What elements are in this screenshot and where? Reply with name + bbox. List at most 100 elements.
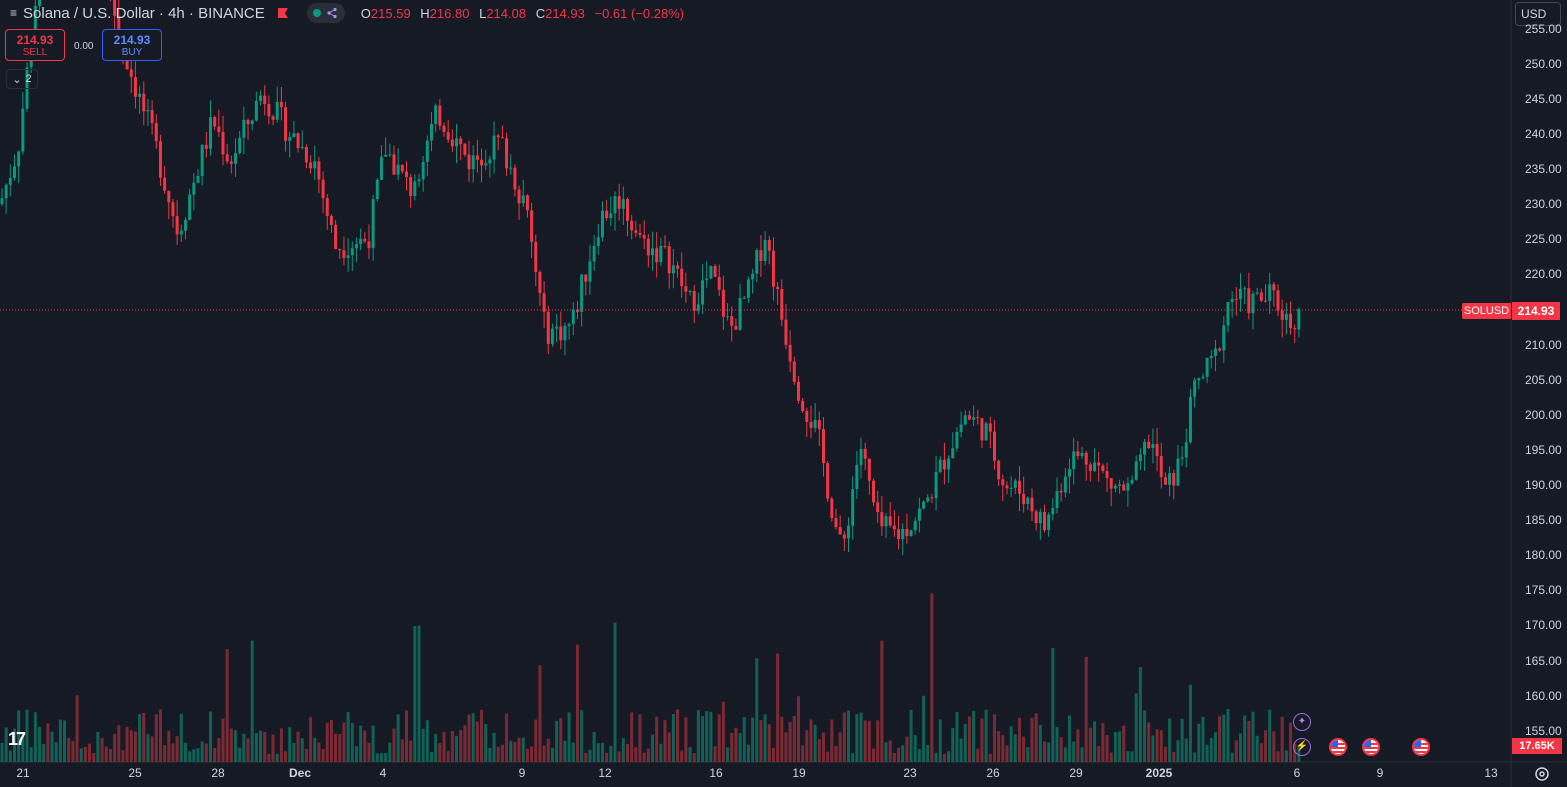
- candle-body: [867, 458, 871, 481]
- candle-body: [1072, 451, 1076, 470]
- volume-bar: [425, 720, 429, 762]
- candle-body: [213, 117, 217, 127]
- volume-bar: [246, 738, 250, 762]
- volume-bar: [980, 718, 984, 762]
- candle-body: [496, 135, 500, 138]
- gear-icon[interactable]: [1533, 765, 1551, 783]
- volume-bar: [133, 731, 137, 762]
- volume-bar: [838, 732, 842, 762]
- volume-bar: [229, 728, 233, 762]
- time-axis-label: 19: [792, 766, 806, 780]
- volume-bar: [959, 738, 963, 762]
- candle-body: [909, 530, 913, 537]
- us-flag-icon[interactable]: [1362, 738, 1380, 756]
- candle-body: [488, 159, 492, 164]
- candle-body: [309, 162, 313, 169]
- volume-bar: [546, 738, 550, 762]
- volume-bar: [46, 723, 50, 762]
- volume-bar: [33, 712, 37, 762]
- us-flag-icon[interactable]: [1329, 738, 1347, 756]
- price-axis-label: 195.00: [1525, 442, 1562, 457]
- candle-body: [638, 232, 642, 235]
- candle-body: [113, 0, 117, 16]
- close-value: 214.93: [545, 5, 585, 21]
- price-axis-label: 255.00: [1525, 21, 1562, 36]
- candle-body: [375, 179, 379, 200]
- candle-body: [863, 448, 867, 459]
- candle-body: [346, 255, 350, 258]
- buy-button[interactable]: 214.93 BUY: [102, 29, 162, 61]
- volume-bar: [596, 743, 600, 762]
- sell-button[interactable]: 214.93 SELL: [5, 29, 65, 61]
- candle-body: [463, 144, 467, 155]
- volume-bar: [484, 724, 488, 762]
- volume-bar: [1151, 735, 1155, 762]
- volume-bar: [1213, 732, 1217, 762]
- candle-body: [955, 431, 959, 449]
- candle-body: [338, 249, 342, 251]
- candle-body: [780, 289, 784, 320]
- candle-body: [238, 137, 242, 154]
- volume-bar: [321, 749, 325, 762]
- candle-body: [17, 151, 21, 167]
- volume-bar: [917, 748, 921, 762]
- candle-body: [400, 164, 404, 172]
- volume-bar: [154, 714, 158, 762]
- volume-bar: [329, 719, 333, 762]
- tradingview-logo[interactable]: 17: [8, 729, 26, 749]
- candle-body: [776, 286, 780, 290]
- candle-body: [930, 497, 934, 499]
- menu-icon[interactable]: ≡: [10, 6, 18, 20]
- volume-bar: [972, 710, 976, 762]
- price-axis-label: 245.00: [1525, 91, 1562, 106]
- candle-body: [692, 290, 696, 311]
- candle-body: [167, 190, 171, 203]
- flag-icon[interactable]: [277, 7, 289, 19]
- candle-body: [1193, 380, 1197, 397]
- candle-body: [367, 241, 371, 249]
- volume-bar: [309, 717, 313, 762]
- volume-bar: [651, 734, 655, 762]
- candle-body: [350, 248, 354, 256]
- volume-bar: [855, 714, 859, 762]
- volume-bar: [1259, 743, 1263, 762]
- indicator-pill[interactable]: [306, 3, 345, 23]
- candle-body: [413, 181, 417, 196]
- candle-body: [1159, 456, 1163, 478]
- flash-icon[interactable]: ⚡: [1293, 738, 1311, 756]
- candle-body: [263, 95, 267, 104]
- volume-bar: [71, 741, 75, 762]
- volume-bar: [909, 709, 913, 762]
- candle-body: [901, 528, 905, 540]
- symbol-title[interactable]: Solana / U.S. Dollar · 4h · BINANCE: [23, 4, 265, 22]
- collapse-indicators-button[interactable]: ⌄ 2: [6, 69, 38, 89]
- volume-bar: [4, 727, 8, 762]
- ai-sparkle-icon[interactable]: ✦: [1293, 713, 1311, 731]
- volume-bar: [50, 731, 54, 762]
- currency-select[interactable]: USD: [1515, 2, 1561, 26]
- volume-bar: [317, 742, 321, 762]
- volume-bar: [771, 747, 775, 762]
- candle-body: [842, 534, 846, 539]
- candle-body: [546, 311, 550, 344]
- candle-body: [4, 184, 8, 199]
- candle-body: [480, 159, 484, 166]
- volume-bar: [359, 725, 363, 762]
- volume-bar: [234, 730, 238, 762]
- volume-bar: [225, 648, 229, 762]
- volume-bar: [1013, 734, 1017, 762]
- candle-body: [751, 273, 755, 280]
- candle-body: [763, 240, 767, 261]
- candle-body: [133, 77, 137, 97]
- candle-body: [254, 101, 258, 121]
- candle-body: [183, 219, 187, 231]
- volume-bar: [842, 712, 846, 762]
- candle-body: [371, 199, 375, 249]
- volume-bar: [375, 753, 379, 762]
- volume-bar: [275, 753, 279, 762]
- volume-bar: [830, 719, 834, 762]
- volume-bar: [776, 653, 780, 762]
- volume-bar: [688, 747, 692, 762]
- us-flag-icon[interactable]: [1412, 738, 1430, 756]
